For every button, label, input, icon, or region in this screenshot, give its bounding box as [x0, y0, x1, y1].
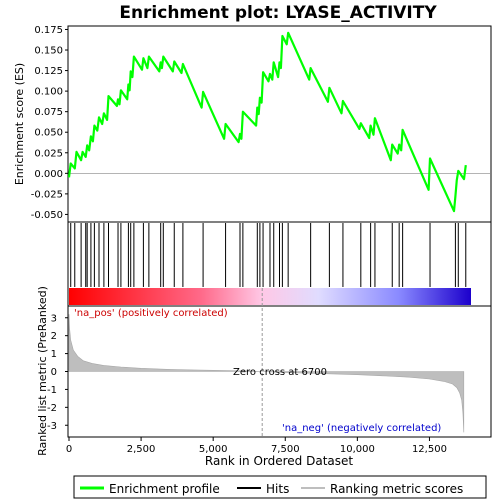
- rank-heatmap-bar: [69, 288, 471, 305]
- es-y-tick-label: 0.125: [34, 66, 63, 77]
- enrichment-profile-line: [67, 31, 467, 213]
- ranking-metric-area: [68, 314, 465, 433]
- legend-hits-label: Hits: [266, 482, 289, 496]
- metric-y-tick-label: -1: [47, 385, 57, 396]
- x-tick-label: 2,500: [127, 444, 156, 455]
- es-y-tick-label: 0.000: [34, 169, 63, 180]
- chart-title: Enrichment plot: LYASE_ACTIVITY: [119, 3, 437, 23]
- metric-y-tick-label: -3: [47, 421, 57, 432]
- es-panel-frame: [67, 25, 492, 223]
- pos-correlated-label: 'na_pos' (positively correlated): [74, 308, 228, 319]
- es-y-tick-label: 0.175: [34, 25, 63, 36]
- x-axis-label: Rank in Ordered Dataset: [205, 454, 353, 468]
- x-tick-label: 10,000: [340, 444, 375, 455]
- es-y-tick-label: 0.025: [34, 148, 63, 159]
- metric-y-tick-label: 0: [51, 367, 57, 378]
- legend-box: [73, 475, 487, 499]
- es-y-tick-label: -0.025: [31, 189, 63, 200]
- metric-axis-label: Ranked list metric (PreRanked): [36, 286, 49, 456]
- neg-correlated-label: 'na_neg' (negatively correlated): [282, 423, 441, 434]
- zero-cross-label: Zero cross at 6700: [233, 367, 327, 378]
- metric-y-tick-label: 2: [51, 331, 57, 342]
- es-layer: [67, 31, 490, 213]
- es-y-tick-label: -0.050: [31, 210, 63, 221]
- x-tick-label: 5,000: [199, 444, 228, 455]
- metric-layer: [68, 288, 465, 436]
- axes-layer: -0.050 -0.025 0.000 0.025 0.050 0.075 0.100 0.1…: [31, 25, 447, 455]
- es-y-tick-label: 0.075: [34, 107, 63, 118]
- es-y-tick-label: 0.100: [34, 87, 63, 98]
- hits-layer: [70, 223, 467, 287]
- legend-metric-label: Ranking metric scores: [330, 482, 463, 496]
- metric-y-tick-label: -2: [47, 403, 57, 414]
- es-y-tick-label: 0.050: [34, 128, 63, 139]
- x-tick-label: 0: [66, 444, 72, 455]
- metric-y-tick-label: 3: [51, 313, 57, 324]
- es-y-tick-label: 0.150: [34, 46, 63, 57]
- legend-enrichment-label: Enrichment profile: [109, 482, 220, 496]
- metric-y-tick-label: 1: [51, 349, 57, 360]
- es-axis-label: Enrichment score (ES): [13, 63, 26, 185]
- x-tick-label: 7,500: [271, 444, 300, 455]
- x-tick-label: 12,500: [412, 444, 447, 455]
